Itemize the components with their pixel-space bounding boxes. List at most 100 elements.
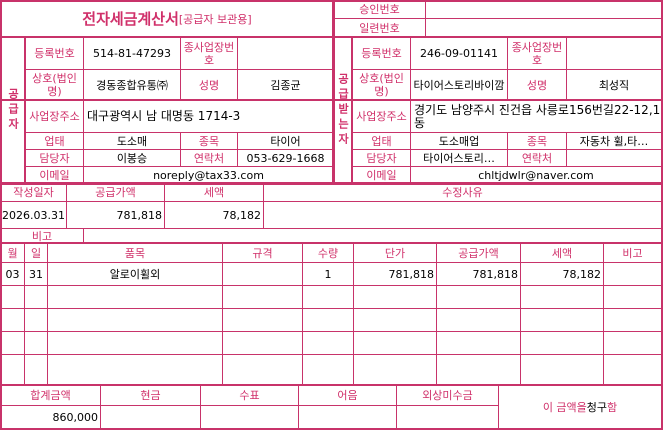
receiver-sub-no (566, 37, 662, 70)
date-value: 2026.03.31 (0, 201, 67, 229)
item-cell (436, 354, 521, 386)
divider (0, 384, 663, 386)
serial-value (425, 18, 662, 38)
claim-word: 청구 (586, 400, 608, 414)
supply-value: 781,818 (66, 201, 165, 229)
supplier-reg-no-label: 등록번호 (25, 37, 84, 70)
receiver-section-label: 공급받는자 (333, 37, 353, 184)
supplier-contact-label: 담당자 (25, 149, 84, 167)
receiver-phone-label: 연락처 (507, 149, 567, 167)
receiver-company-label: 상호(법인명) (352, 69, 411, 101)
receiver-address-label: 사업장주소 (352, 100, 411, 133)
item-cell (603, 308, 662, 332)
item-cell (603, 354, 662, 386)
item-cell: 31 (24, 262, 48, 286)
receiver-reg-no: 246-09-01141 (410, 37, 508, 70)
tax-label: 세액 (164, 183, 264, 202)
item-header: 수량 (302, 243, 354, 263)
item-cell (222, 308, 303, 332)
supplier-address-label: 사업장주소 (25, 100, 84, 133)
item-cell (520, 285, 604, 309)
footer-header: 어음 (298, 385, 397, 406)
supplier-address: 대구광역시 남 대명동 1714-3 (83, 100, 334, 133)
item-header: 품목 (47, 243, 223, 263)
item-cell (520, 354, 604, 386)
item-cell (302, 354, 354, 386)
date-label: 작성일자 (0, 183, 67, 202)
divider (24, 37, 26, 183)
claim-text: 이 금액을 청구 함 (498, 385, 662, 429)
item-header: 규격 (222, 243, 303, 263)
tax-value: 78,182 (164, 201, 264, 229)
item-cell (520, 308, 604, 332)
item-cell (47, 308, 223, 332)
approval-label: 승인번호 (333, 0, 426, 19)
item-cell (436, 331, 521, 355)
supplier-sub-no (237, 37, 334, 70)
supplier-contact: 이봉승 (83, 149, 181, 167)
item-cell (24, 285, 48, 309)
item-cell (353, 308, 437, 332)
title-text: 전자세금계산서 (82, 9, 179, 28)
receiver-name: 최성직 (566, 69, 662, 101)
footer-value (100, 405, 201, 429)
item-cell (603, 285, 662, 309)
item-cell: 781,818 (353, 262, 437, 286)
item-header: 일 (24, 243, 48, 263)
item-cell (47, 285, 223, 309)
item-cell (436, 285, 521, 309)
footer-header: 수표 (200, 385, 299, 406)
title-subtitle: [공급자 보관용] (178, 12, 252, 26)
supplier-biz-type: 도소매 (83, 132, 181, 150)
footer-header: 현금 (100, 385, 201, 406)
reason-label: 수정사유 (263, 183, 662, 202)
supplier-phone: 053-629-1668 (237, 149, 334, 167)
receiver-address: 경기도 남양주시 진건읍 사릉로156번길22-12,1동 (410, 100, 662, 133)
divider (0, 0, 2, 430)
item-cell (436, 308, 521, 332)
supply-label: 공급가액 (66, 183, 165, 202)
supplier-biz-item-label: 종목 (180, 132, 238, 150)
item-cell: 78,182 (520, 262, 604, 286)
receiver-name-label: 성명 (507, 69, 567, 101)
divider (0, 0, 663, 2)
item-cell: 알로이휠외 (47, 262, 223, 286)
item-cell: 781,818 (436, 262, 521, 286)
item-cell (0, 331, 25, 355)
item-header: 비고 (603, 243, 662, 263)
supplier-sub-no-label: 종사업장번호 (180, 37, 238, 70)
supplier-reg-no: 514-81-47293 (83, 37, 181, 70)
item-cell (222, 331, 303, 355)
item-cell: 03 (0, 262, 25, 286)
receiver-phone (566, 149, 662, 167)
serial-label: 일련번호 (333, 18, 426, 38)
footer-value (396, 405, 499, 429)
supplier-biz-type-label: 업태 (25, 132, 84, 150)
item-cell (0, 354, 25, 386)
divider (0, 36, 663, 38)
footer-value: 860,000 (0, 405, 101, 429)
item-cell (603, 331, 662, 355)
receiver-biz-item-label: 종목 (507, 132, 567, 150)
item-header: 공급가액 (436, 243, 521, 263)
invoice-title: 전자세금계산서 [공급자 보관용] (0, 0, 334, 38)
item-cell (353, 354, 437, 386)
divider (0, 182, 663, 185)
item-cell (24, 354, 48, 386)
supplier-biz-item: 타이어 (237, 132, 334, 150)
divider (661, 0, 663, 430)
approval-value (425, 0, 662, 19)
receiver-sub-no-label: 종사업장번호 (507, 37, 567, 70)
item-cell (0, 285, 25, 309)
item-cell (47, 331, 223, 355)
item-cell (353, 285, 437, 309)
item-cell (222, 262, 303, 286)
receiver-biz-type: 도소매업 (410, 132, 508, 150)
footer-header: 합계금액 (0, 385, 101, 406)
divider (0, 99, 663, 101)
supplier-section-label: 공급자 (0, 37, 26, 184)
claim-prefix: 이 금액을 (542, 400, 587, 414)
divider (351, 37, 353, 183)
supplier-name: 김종균 (237, 69, 334, 101)
item-cell (47, 354, 223, 386)
